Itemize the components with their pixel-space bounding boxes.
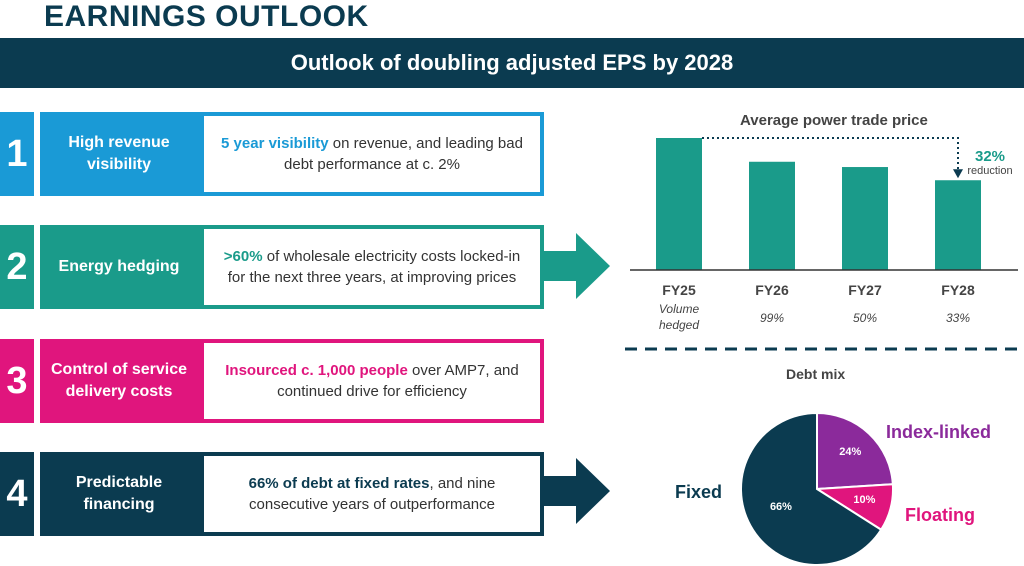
page-title: EARNINGS OUTLOOK	[44, 0, 369, 33]
row-number: 2	[0, 225, 34, 309]
bar-chart	[630, 137, 1018, 271]
x-tick-label: FY28	[941, 282, 975, 298]
row-highlight: 66% of debt at fixed rates	[248, 475, 430, 492]
pie-chart-title: Debt mix	[786, 366, 846, 382]
volume-hedged-value: 50%	[852, 311, 878, 325]
bar-chart-title: Average power trade price	[740, 112, 928, 129]
reduction-label: reduction	[967, 165, 1013, 177]
volume-hedged-value: 33%	[945, 311, 971, 325]
arrow-icon	[540, 458, 610, 524]
x-tick-label: FY27	[848, 282, 882, 298]
bar-fy27	[842, 167, 888, 270]
outlook-row: 2 Energy hedging >60% of wholesale electri…	[0, 225, 545, 309]
row-heading: Control of service delivery costs	[40, 339, 198, 423]
reduction-line	[702, 137, 959, 171]
outlook-row: 1 High revenue visibility 5 year visibilit…	[0, 112, 545, 196]
row-number: 4	[0, 452, 34, 536]
banner: Outlook of doubling adjusted EPS by 2028	[0, 38, 1024, 88]
x-tick-label: FY26	[755, 282, 789, 298]
pie-slice-value: 24%	[839, 445, 862, 458]
x-tick-label: FY25	[662, 282, 696, 298]
reduction-value: 32%	[974, 148, 1006, 165]
pie-legend-label: Fixed	[675, 482, 723, 502]
row-description: 66% of debt at fixed rates, and nine con…	[202, 454, 542, 534]
bar-fy28	[935, 180, 981, 270]
volume-hedged-label: Volume hedged	[658, 302, 700, 332]
pie-slice-index-linked	[816, 412, 894, 491]
reduction-arrow	[953, 169, 963, 179]
volume-hedged-value: 99%	[759, 311, 785, 325]
row-heading: High revenue visibility	[40, 112, 198, 196]
row-description: Insourced c. 1,000 people over AMP7, and…	[202, 341, 542, 421]
bar-fy26	[749, 161, 795, 270]
row-number: 3	[0, 339, 34, 423]
pie-chart	[740, 412, 894, 566]
divider	[625, 347, 1023, 351]
pie-legend-label: Index-linked	[886, 422, 992, 442]
row-highlight: >60%	[223, 248, 263, 265]
pie-slice-value: 66%	[769, 501, 792, 514]
row-highlight: Insourced c. 1,000 people	[225, 362, 408, 379]
row-description: 5 year visibility on revenue, and leadin…	[202, 114, 542, 194]
row-highlight: 5 year visibility	[221, 135, 329, 152]
reduction-annotation: 32% reduction	[960, 148, 1020, 177]
bar-fy25	[656, 138, 702, 270]
outlook-row: 3 Control of service delivery costs Insour…	[0, 339, 545, 423]
pie-slice-fixed	[740, 412, 883, 566]
outlook-row: 4 Predictable financing 66% of debt at fix…	[0, 452, 545, 536]
pie-legend-label: Floating	[905, 505, 975, 525]
row-heading: Predictable financing	[40, 452, 198, 536]
pie-slice-value: 10%	[853, 494, 876, 507]
arrow-icon	[540, 233, 610, 299]
row-description: >60% of wholesale electricity costs lock…	[202, 227, 542, 307]
row-number: 1	[0, 112, 34, 196]
row-heading: Energy hedging	[40, 225, 198, 309]
